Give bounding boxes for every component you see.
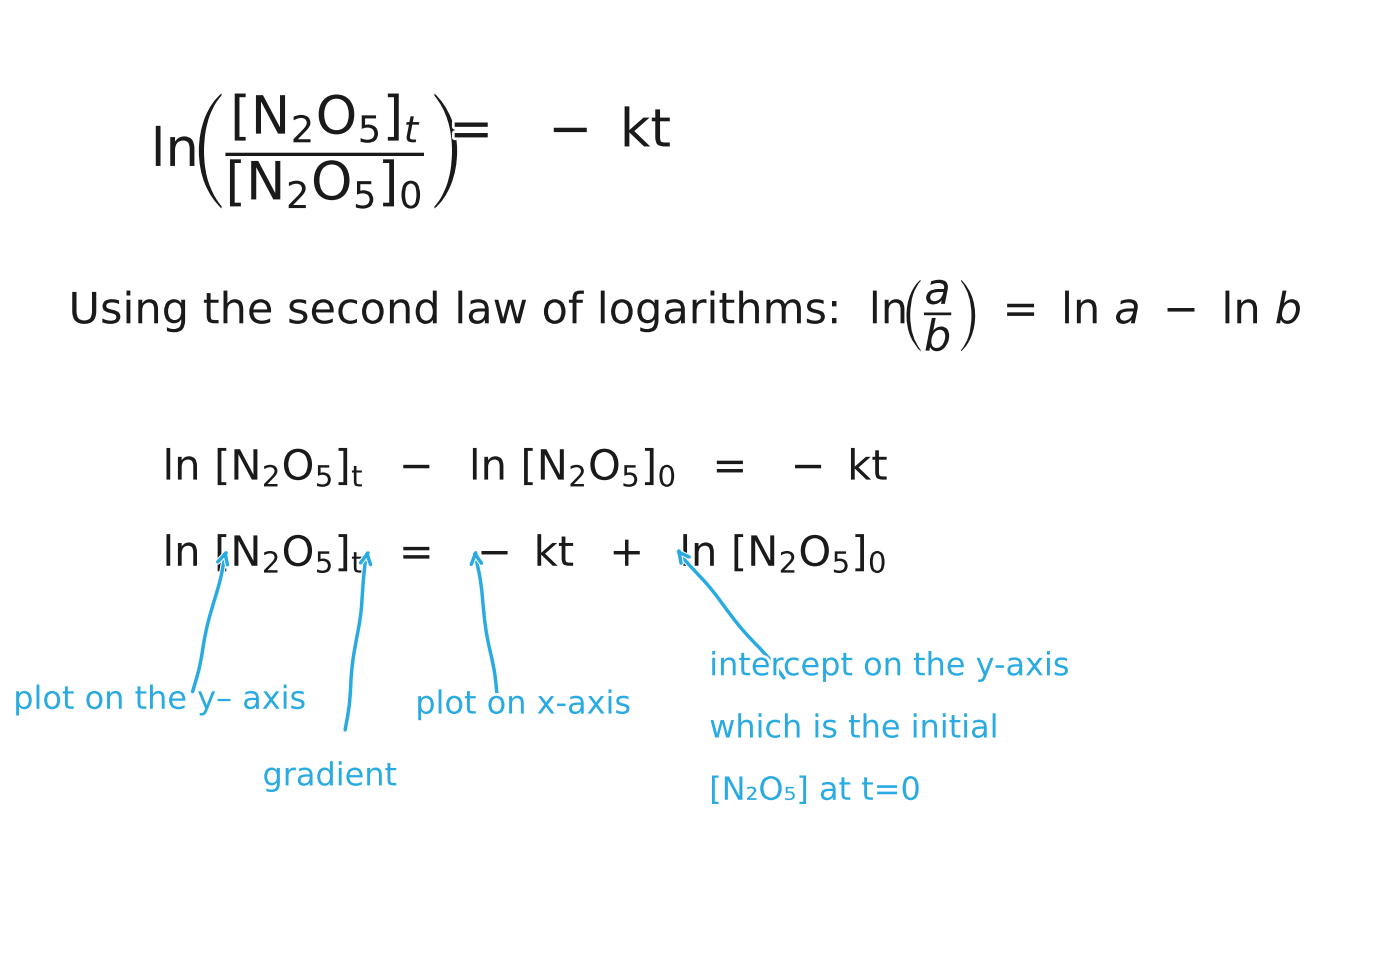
Text: $\mathrm{ln\ [N_2O_5]_t\ \ -\ \ ln\ [N_2O_5]_0\ \ =\ \ -\ kt}$: $\mathrm{ln\ [N_2O_5]_t\ \ -\ \ ln\ [N_2…: [162, 446, 888, 488]
Text: [N₂O₅] at t=0: [N₂O₅] at t=0: [709, 776, 921, 807]
Text: gradient: gradient: [263, 761, 397, 792]
Text: $\mathrm{ln}\!\left(\dfrac{[\mathrm{N_2O_5}]_t}{[\mathrm{N_2O_5}]_0}\right)$: $\mathrm{ln}\!\left(\dfrac{[\mathrm{N_2O…: [151, 91, 460, 212]
Text: plot on x-axis: plot on x-axis: [415, 690, 630, 721]
Text: Using the second law of logarithms:  $\mathrm{ln}\!\left(\dfrac{a}{b}\right)\ =\: Using the second law of logarithms: $\ma…: [69, 277, 1300, 355]
Text: which is the initial: which is the initial: [709, 713, 998, 744]
Text: intercept on the y-axis: intercept on the y-axis: [709, 652, 1069, 682]
Text: plot on the y– axis: plot on the y– axis: [13, 685, 306, 716]
Text: $\mathrm{ln\ [N_2O_5]_t\ \ =\ \ -\ kt\ \ +\ \ ln\ [N_2O_5]_0}$: $\mathrm{ln\ [N_2O_5]_t\ \ =\ \ -\ kt\ \…: [162, 531, 886, 574]
Text: $=\ \ -\ \mathrm{kt}$: $=\ \ -\ \mathrm{kt}$: [439, 106, 671, 157]
